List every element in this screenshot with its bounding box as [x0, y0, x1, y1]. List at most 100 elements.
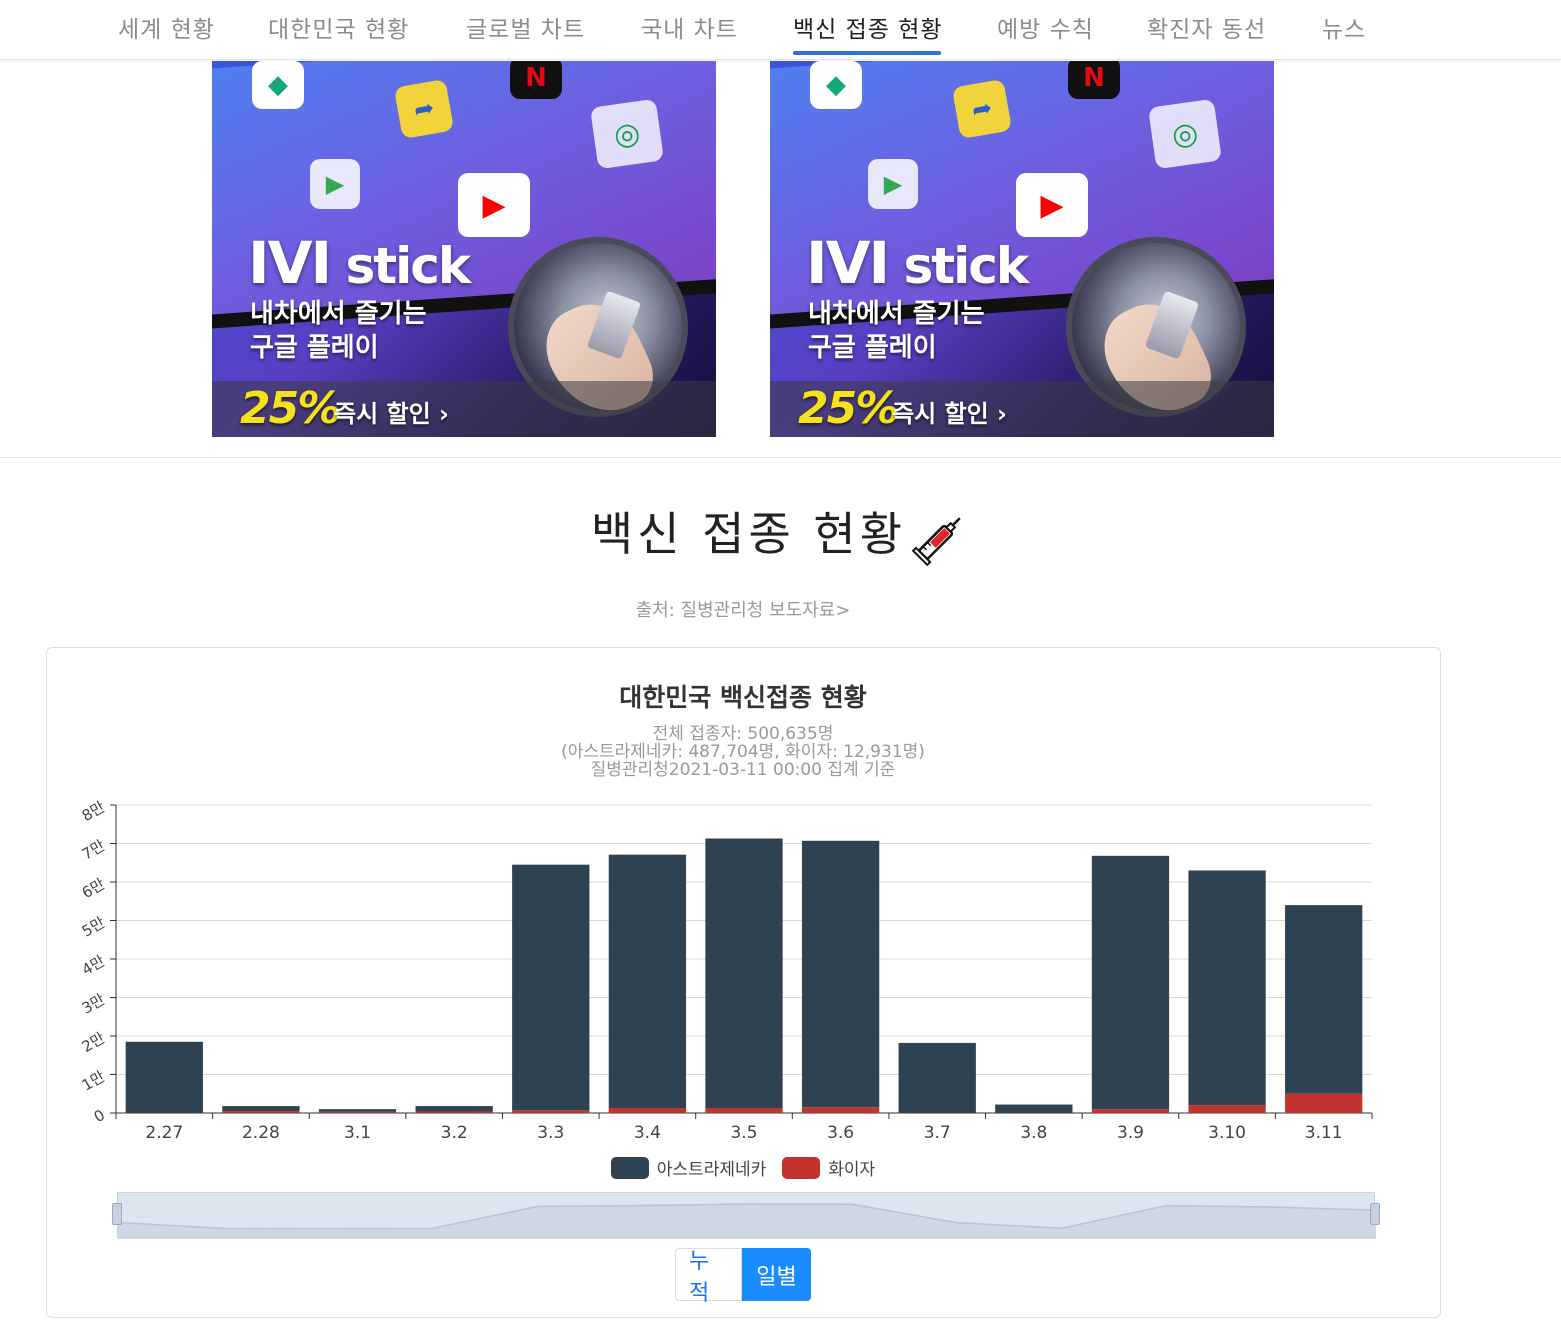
top-nav: 세계 현황 대한민국 현황 글로벌 차트 국내 차트 백신 접종 현황 예방 수…	[0, 0, 1561, 60]
bar-pfizer	[705, 1107, 783, 1113]
zoom-handle-left[interactable]	[112, 1203, 122, 1225]
y-tick-label: 7만	[79, 836, 108, 863]
x-tick-label: 3.10	[1208, 1123, 1246, 1143]
x-tick-label: 3.7	[924, 1123, 951, 1143]
green-app-icon: ◎	[590, 98, 664, 170]
nav-global-chart[interactable]: 글로벌 차트	[466, 17, 586, 43]
chart-legend: 아스트라제네카 화이자	[0, 1155, 1486, 1180]
bar-pfizer	[512, 1110, 590, 1113]
legend-pfizer[interactable]: 화이자	[782, 1155, 875, 1180]
data-zoom-slider[interactable]	[112, 1192, 1380, 1239]
y-tick-label: 8만	[79, 798, 108, 825]
active-tab-indicator	[793, 51, 941, 55]
cumulative-button[interactable]: 누적	[675, 1248, 742, 1306]
bar-pfizer	[1285, 1093, 1363, 1113]
green-app-icon: ◎	[1148, 98, 1222, 170]
nav-world-status[interactable]: 세계 현황	[118, 17, 215, 43]
bar-pfizer	[1091, 1109, 1170, 1113]
legend-label-astrazeneca: 아스트라제네카	[656, 1160, 767, 1180]
nav-vaccine-status[interactable]: 백신 접종 현황	[793, 17, 943, 43]
y-tick-label: 3만	[79, 990, 108, 1017]
y-tick-label: 0	[91, 1106, 108, 1126]
legend-swatch-pfizer	[782, 1156, 821, 1179]
chart-subtitle-date: 질병관리청2021-03-11 00:00 집계 기준	[590, 760, 896, 780]
bar-astrazeneca	[512, 864, 590, 1111]
bar-astrazeneca	[415, 1106, 493, 1112]
x-tick-label: 3.11	[1305, 1123, 1343, 1143]
daily-button[interactable]: 일별	[742, 1248, 811, 1301]
bar-pfizer	[608, 1107, 687, 1113]
ad-copy: 내차에서 즐기는 구글 플레이	[250, 299, 427, 363]
x-tick-label: 2.28	[242, 1123, 280, 1143]
ad-promo-bar: 25% 즉시 할인 ›	[770, 381, 1274, 437]
view-toggle: 누적 일별	[675, 1248, 811, 1306]
youtube-icon: ▶	[458, 173, 530, 237]
nav-domestic-chart[interactable]: 국내 차트	[641, 17, 738, 43]
play-store-icon: ▶	[868, 159, 918, 209]
source-link[interactable]: 출처: 질병관리청 보도자료>	[635, 600, 851, 621]
bar-astrazeneca	[125, 1041, 203, 1113]
bar-astrazeneca	[1285, 905, 1363, 1094]
y-tick-label: 2만	[79, 1029, 108, 1056]
bar-astrazeneca	[318, 1109, 397, 1112]
nav-korea-status[interactable]: 대한민국 현황	[268, 17, 410, 43]
ad-sale-link[interactable]: 즉시 할인 ›	[892, 400, 1007, 428]
map-app-icon: ◆	[810, 61, 862, 109]
ad-copy: 내차에서 즐기는 구글 플레이	[808, 299, 985, 363]
x-tick-label: 3.1	[344, 1123, 371, 1143]
x-tick-label: 3.2	[441, 1123, 468, 1143]
chart-subtitle-breakdown: (아스트라제네카: 487,704명, 화이자: 12,931명)	[561, 742, 925, 762]
x-tick-label: 3.6	[827, 1123, 854, 1143]
bar-astrazeneca	[1188, 870, 1266, 1106]
nav-news[interactable]: 뉴스	[1322, 17, 1367, 43]
legend-label-pfizer: 화이자	[828, 1160, 876, 1180]
nav-prevention-rules[interactable]: 예방 수칙	[997, 17, 1094, 43]
zoom-preview-area	[118, 1204, 1376, 1239]
nav-patient-route[interactable]: 확진자 동선	[1147, 17, 1267, 43]
play-store-icon: ▶	[310, 159, 360, 209]
zoom-preview-line	[118, 1203, 1376, 1239]
legend-astrazeneca[interactable]: 아스트라제네카	[610, 1155, 767, 1180]
section-divider	[0, 457, 1561, 458]
ad-percent: 25%	[240, 383, 341, 434]
ad-percent: 25%	[798, 383, 899, 434]
bar-chart: 0 1만 2만 3만 4만 5만 6만 7만 8만 2.27 2.28 3.1 3.2 3.3 3.4 3.5…	[79, 798, 1373, 1143]
bar-pfizer	[318, 1111, 397, 1113]
x-tick-label: 3.5	[730, 1123, 757, 1143]
chart-subtitle-total: 전체 접종자: 500,635명	[652, 724, 834, 744]
ad-banner-left[interactable]: ◆ ➦ N ▶ ◎ ▶ IVI stick 내차에서 즐기는 구글 플레이 25%…	[212, 61, 716, 437]
bar-astrazeneca	[222, 1106, 300, 1112]
navigation-app-icon: ➦	[393, 78, 455, 140]
page-title: 백신 접종 현황	[0, 498, 1561, 568]
ad-sale-link[interactable]: 즉시 할인 ›	[334, 400, 449, 428]
syringe-icon	[911, 516, 961, 566]
y-tick-label: 4만	[79, 952, 108, 979]
x-tick-label: 3.9	[1117, 1123, 1144, 1143]
navigation-app-icon: ➦	[951, 78, 1013, 140]
y-tick-label: 5만	[79, 913, 108, 940]
bar-astrazeneca	[898, 1042, 976, 1113]
chart-title: 대한민국 백신접종 현황	[619, 683, 867, 712]
x-tick-label: 2.27	[145, 1123, 183, 1143]
bar-astrazeneca	[995, 1104, 1073, 1113]
zoom-handle-right[interactable]	[1370, 1203, 1380, 1225]
bar-pfizer	[415, 1111, 493, 1113]
bar-pfizer	[1188, 1105, 1266, 1113]
netflix-icon: N	[1068, 61, 1120, 99]
ad-promo-bar: 25% 즉시 할인 ›	[212, 381, 716, 437]
legend-swatch-astrazeneca	[610, 1156, 649, 1179]
x-tick-label: 3.8	[1020, 1123, 1047, 1143]
y-tick-label: 1만	[79, 1067, 108, 1094]
y-tick-label: 6만	[79, 875, 108, 902]
x-tick-label: 3.4	[634, 1123, 661, 1143]
ad-brand: IVI stick	[806, 229, 1029, 297]
ad-banner-right[interactable]: ◆ ➦ N ▶ ◎ ▶ IVI stick 내차에서 즐기는 구글 플레이 25%…	[770, 61, 1274, 437]
ad-brand: IVI stick	[248, 229, 471, 297]
bar-pfizer	[801, 1107, 880, 1113]
netflix-icon: N	[510, 61, 562, 99]
bar-astrazeneca	[705, 838, 783, 1108]
bar-astrazeneca	[608, 854, 687, 1108]
bar-pfizer	[222, 1111, 300, 1113]
bar-astrazeneca	[801, 840, 880, 1108]
bar-astrazeneca	[1091, 855, 1170, 1110]
